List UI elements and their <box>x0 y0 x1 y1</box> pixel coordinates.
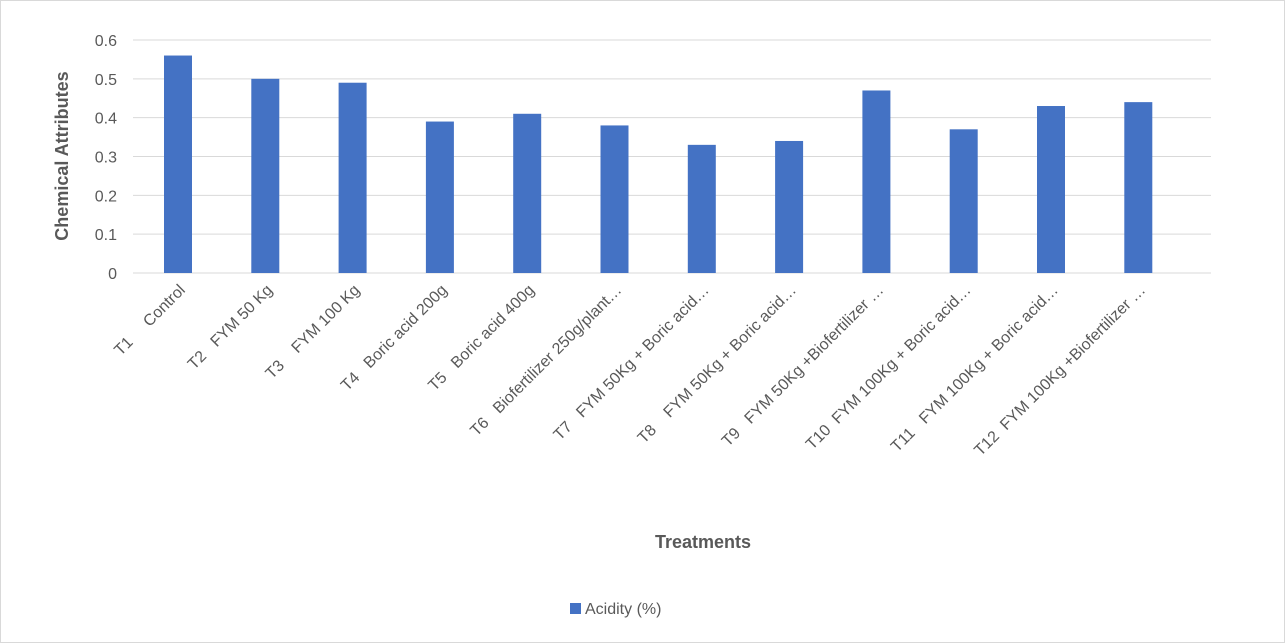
y-tick-label: 0.5 <box>95 72 117 89</box>
legend-swatch <box>570 603 581 614</box>
bar <box>164 55 192 274</box>
bar <box>251 78 280 273</box>
bar <box>949 129 978 273</box>
x-tick-label: T6 Biofertilizer 250g/plant… <box>467 282 625 440</box>
legend: Acidity (%) <box>570 601 661 618</box>
y-axis-title: Chemical Attributes <box>52 71 72 240</box>
x-tick-label: T2 FYM 50 Kg <box>185 282 276 373</box>
bars <box>164 55 1153 274</box>
gridlines <box>133 39 1211 274</box>
bar <box>862 90 891 273</box>
y-tick-label: 0.2 <box>95 188 117 205</box>
bar <box>425 121 454 273</box>
bar <box>1037 106 1065 274</box>
x-tick-label: T1 Control <box>111 282 188 359</box>
legend-label: Acidity (%) <box>585 601 661 618</box>
x-tick-label: T9 FYM 50Kg +Biofertilizer … <box>719 282 887 450</box>
bar <box>338 82 367 273</box>
y-tick-label: 0.6 <box>95 33 117 50</box>
bar <box>775 140 804 273</box>
y-tick-label: 0.1 <box>95 227 117 244</box>
bar <box>1124 102 1153 273</box>
y-tick-label: 0 <box>108 266 117 283</box>
y-tick-label: 0.4 <box>95 111 117 128</box>
y-tick-labels: 0 0.1 0.2 0.3 0.4 0.5 0.6 <box>95 33 117 283</box>
x-tick-label: T10 FYM 100Kg + Boric acid… <box>803 282 974 453</box>
x-tick-label: T7 FYM 50Kg + Boric acid… <box>551 282 713 444</box>
x-tick-label: T12 FYM 100Kg +Biofertilizer … <box>971 282 1149 460</box>
bar <box>687 144 716 273</box>
x-tick-label: T8 FYM 50Kg + Boric acid… <box>635 282 800 447</box>
bar <box>600 125 629 273</box>
bar <box>513 113 542 274</box>
x-tick-label: T3 FYM 100 Kg <box>263 282 364 383</box>
x-tick-label: T11 FYM 100Kg + Boric acid… <box>888 282 1062 456</box>
y-tick-label: 0.3 <box>95 150 117 167</box>
x-axis-title: Treatments <box>655 532 751 552</box>
